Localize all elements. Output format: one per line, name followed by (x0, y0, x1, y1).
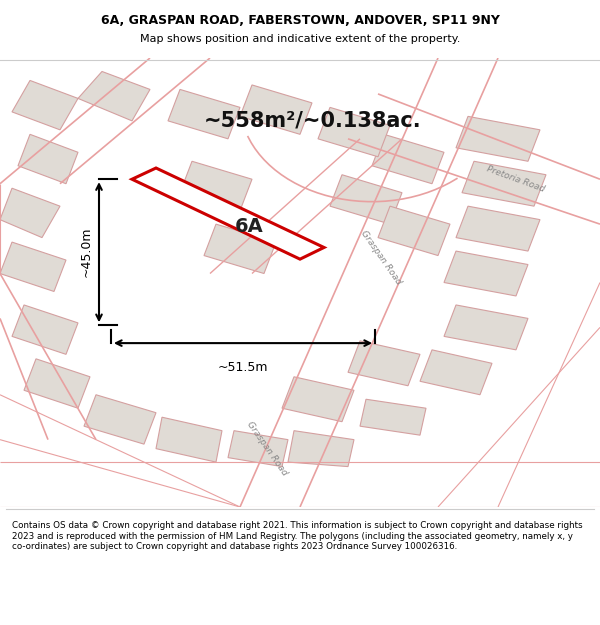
Text: ~45.0m: ~45.0m (80, 227, 93, 278)
Text: Map shows position and indicative extent of the property.: Map shows position and indicative extent… (140, 34, 460, 44)
Polygon shape (378, 206, 450, 256)
Polygon shape (12, 305, 78, 354)
Polygon shape (444, 251, 528, 296)
Text: 6A, GRASPAN ROAD, FABERSTOWN, ANDOVER, SP11 9NY: 6A, GRASPAN ROAD, FABERSTOWN, ANDOVER, S… (101, 14, 499, 28)
Polygon shape (330, 175, 402, 224)
Polygon shape (204, 224, 276, 274)
Polygon shape (156, 418, 222, 462)
Polygon shape (84, 395, 156, 444)
Polygon shape (168, 89, 240, 139)
Text: Pretoria Road: Pretoria Road (485, 164, 547, 194)
Polygon shape (228, 431, 288, 467)
Polygon shape (24, 359, 90, 408)
Polygon shape (18, 134, 78, 184)
Text: Graspan Road: Graspan Road (245, 420, 289, 478)
Polygon shape (360, 399, 426, 435)
Polygon shape (288, 431, 354, 467)
Polygon shape (372, 134, 444, 184)
Polygon shape (444, 305, 528, 350)
Text: Graspan Road: Graspan Road (359, 229, 403, 286)
Polygon shape (282, 377, 354, 422)
Text: ~558m²/~0.138ac.: ~558m²/~0.138ac. (204, 111, 422, 131)
Polygon shape (78, 71, 150, 121)
Polygon shape (318, 107, 390, 157)
Text: ~51.5m: ~51.5m (218, 361, 268, 374)
Polygon shape (456, 116, 540, 161)
Polygon shape (0, 242, 66, 291)
Polygon shape (456, 206, 540, 251)
Polygon shape (348, 341, 420, 386)
Text: 6A: 6A (235, 217, 263, 236)
Polygon shape (240, 85, 312, 134)
Text: Contains OS data © Crown copyright and database right 2021. This information is : Contains OS data © Crown copyright and d… (12, 521, 583, 551)
Polygon shape (12, 81, 78, 130)
Polygon shape (462, 161, 546, 206)
Polygon shape (420, 350, 492, 395)
Polygon shape (132, 168, 324, 259)
Polygon shape (0, 188, 60, 238)
Polygon shape (180, 161, 252, 211)
